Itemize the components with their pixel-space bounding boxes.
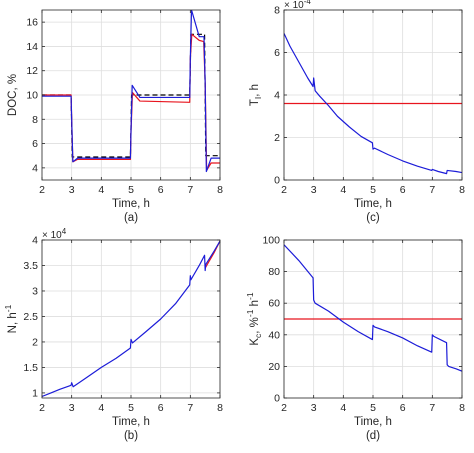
panel-caption: (b)	[124, 430, 138, 442]
x-axis-label: Time, h	[354, 416, 392, 428]
chart-panel-a: 2 3 4 5 6 7 8 4 6 8 10 12 14 16 Time, h (a) DOC, %	[7, 9, 223, 224]
y-axis-label-ylabel-sup2: -1	[245, 292, 255, 300]
y-tick-label: 0	[274, 175, 280, 187]
y-tick-label: 20	[268, 361, 280, 373]
x-tick-label: 8	[459, 402, 465, 414]
x-tick-label: 6	[400, 184, 406, 196]
y-tick-label: 16	[26, 17, 38, 29]
x-tick-label: 2	[39, 402, 45, 414]
panel-caption: (d)	[366, 430, 380, 442]
y-tick-label: 6	[274, 47, 280, 59]
x-tick-label: 5	[370, 402, 376, 414]
y-tick-label: 100	[262, 235, 280, 247]
y-axis-label-ylabel-suffix: , h	[249, 84, 261, 97]
x-axis-label: Time, h	[112, 416, 150, 428]
y-axis-label: Kc, %-1 h-1	[245, 292, 263, 346]
x-tick-label: 4	[98, 402, 104, 414]
y-axis-label: N, h-1	[3, 304, 19, 333]
y-axis-label-ylabel: K	[249, 338, 261, 346]
x-tick-label: 3	[69, 184, 75, 196]
exponent-power: -4	[304, 0, 312, 6]
chart-panel-b: 2 3 4 5 6 7 8 1 1.5 2 2.5 3 3.5 4 Time, h (b) N, h-1 × 10…	[3, 227, 223, 442]
y-tick-label: 8	[274, 5, 280, 17]
axis-exponent: × 10-4	[284, 0, 311, 11]
y-tick-label: 2	[32, 336, 38, 348]
panel-caption: (c)	[366, 212, 380, 224]
x-tick-label: 5	[370, 184, 376, 196]
y-tick-label: 80	[268, 266, 280, 278]
x-tick-label: 7	[187, 184, 193, 196]
x-tick-label: 6	[400, 402, 406, 414]
series-group	[42, 240, 220, 398]
x-tick-label: 7	[429, 184, 435, 196]
y-tick-label: 14	[26, 41, 38, 53]
y-tick-label: 12	[26, 65, 38, 77]
y-tick-label: 1	[32, 387, 38, 399]
y-tick-label: 8	[32, 114, 38, 126]
y-axis-label: TI, h	[249, 84, 263, 106]
series-group	[284, 244, 462, 372]
y-tick-label: 4	[32, 162, 38, 174]
y-tick-label: 2.5	[23, 311, 38, 323]
y-tick-label: 4	[274, 90, 280, 102]
y-axis-label-ylabel: DOC, %	[7, 74, 19, 116]
series-group	[284, 33, 462, 175]
x-axis-label: Time, h	[112, 198, 150, 210]
x-tick-label: 8	[217, 184, 223, 196]
y-axis-label-ylabel: T	[249, 99, 261, 106]
y-axis-label-ylabel-suffix: , %	[249, 317, 261, 334]
y-tick-label: 10	[26, 90, 38, 102]
x-tick-label: 3	[311, 402, 317, 414]
x-tick-label: 7	[429, 402, 435, 414]
panel-caption: (a)	[124, 212, 138, 224]
series-line-2	[42, 10, 220, 173]
y-axis-label-ylabel-sub: I	[253, 97, 263, 99]
exponent-base: × 10	[42, 230, 62, 241]
y-tick-label: 60	[268, 298, 280, 310]
x-tick-label: 7	[187, 402, 193, 414]
y-tick-label: 6	[32, 138, 38, 150]
y-axis-label-ylabel-sup: -1	[245, 309, 255, 317]
x-tick-label: 4	[340, 184, 346, 196]
x-tick-label: 3	[69, 402, 75, 414]
y-axis-label-ylabel-sup: -1	[3, 304, 13, 312]
y-axis-label: DOC, %	[7, 74, 19, 116]
x-tick-label: 6	[158, 184, 164, 196]
x-tick-label: 5	[128, 184, 134, 196]
x-tick-label: 8	[459, 184, 465, 196]
y-tick-label: 3	[32, 285, 38, 297]
series-line-1	[42, 240, 220, 398]
y-tick-label: 4	[32, 235, 38, 247]
y-tick-label: 40	[268, 329, 280, 341]
y-axis-label-ylabel: N, h	[7, 312, 19, 333]
exponent-base: × 10	[284, 0, 304, 11]
x-tick-label: 2	[281, 402, 287, 414]
exponent-power: 4	[62, 227, 67, 236]
x-tick-label: 2	[281, 184, 287, 196]
x-axis-label: Time, h	[354, 198, 392, 210]
y-axis-label-ylabel-sub: c	[253, 333, 263, 338]
x-tick-label: 2	[39, 184, 45, 196]
x-tick-label: 8	[217, 402, 223, 414]
x-tick-label: 3	[311, 184, 317, 196]
x-tick-label: 4	[98, 184, 104, 196]
x-tick-label: 5	[128, 402, 134, 414]
y-tick-label: 2	[274, 132, 280, 144]
axis-exponent: × 104	[42, 227, 67, 241]
series-line-1	[284, 244, 462, 372]
y-tick-label: 0	[274, 393, 280, 405]
y-tick-label: 3.5	[23, 260, 38, 272]
series-line-1	[284, 33, 462, 175]
y-tick-label: 1.5	[23, 362, 38, 374]
y-axis-label-ylabel-suffix2: h	[249, 300, 261, 310]
series-group	[42, 10, 220, 173]
x-tick-label: 4	[340, 402, 346, 414]
x-tick-label: 6	[158, 402, 164, 414]
